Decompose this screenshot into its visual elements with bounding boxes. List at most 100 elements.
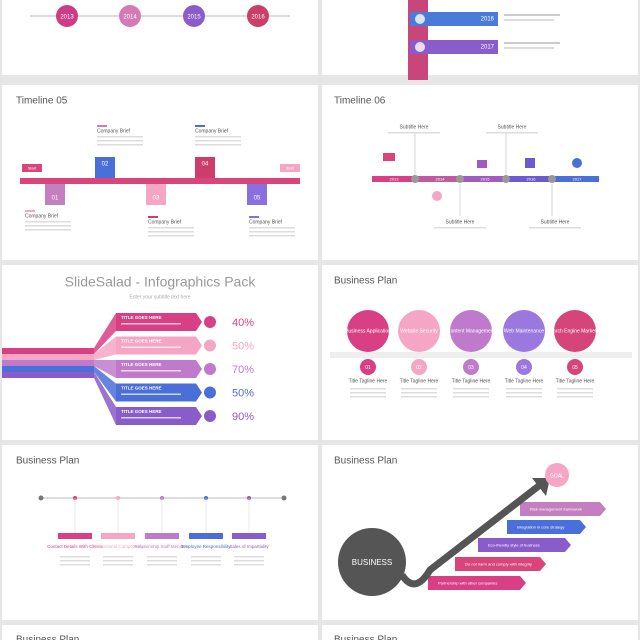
text-lines: [506, 392, 542, 394]
percent: 90%: [232, 411, 254, 423]
arrow: [116, 360, 202, 378]
number: 04: [521, 365, 527, 371]
text-lines: [557, 388, 593, 390]
number: 03: [468, 365, 474, 371]
text-lines: [195, 140, 241, 142]
arrow-head: [532, 478, 550, 496]
year-circle: [119, 5, 141, 27]
text-lines: [506, 388, 542, 390]
topic-circle: [503, 310, 545, 352]
business-label: BUSINESS: [352, 558, 392, 567]
slide-title: SlideSalad - Infographics Pack: [65, 274, 257, 290]
text-lines: [147, 564, 177, 566]
stripe: [2, 372, 94, 378]
text-lines: [60, 556, 90, 558]
text-lines: [103, 556, 133, 558]
tagline: Title Tagline Here: [505, 378, 544, 384]
icon: [204, 316, 216, 328]
item-label: Sales of Impartiality: [229, 544, 269, 549]
step-number: 04: [202, 162, 209, 168]
item-title: TITLE GOES HERE: [121, 386, 162, 391]
text-lines: [249, 231, 295, 233]
text-lines: [557, 392, 593, 394]
brief-title: Company Brief: [25, 213, 59, 219]
text-lines: [234, 556, 264, 558]
step-arrow: [520, 502, 606, 516]
text-lines: [25, 225, 71, 227]
year-circle: [247, 5, 269, 27]
text-lines: [25, 221, 71, 223]
business-circle: [338, 528, 406, 596]
connector: [94, 313, 116, 354]
year-label: 2014: [123, 15, 137, 21]
slide-title: Business Plan: [334, 635, 397, 640]
icon: [204, 410, 216, 422]
text-lines: [401, 396, 437, 398]
step-label: Eco-friendly style of business: [488, 543, 540, 548]
step-label: Do not harm and comply with integrity: [465, 562, 532, 567]
step-arrow: [478, 538, 571, 552]
topic-label: Content Management: [447, 328, 496, 334]
goal-circle: [545, 463, 569, 487]
accent: [148, 216, 158, 218]
text-lines: [148, 227, 194, 229]
text-lines: [103, 560, 133, 562]
text-lines: [486, 132, 538, 134]
slide-title: Business Plan: [334, 456, 397, 467]
slide: [2, 445, 318, 620]
text-lines: [557, 396, 593, 398]
topic-circle: [450, 310, 492, 352]
band: [330, 352, 632, 358]
stripe: [2, 354, 94, 360]
stripe: [2, 360, 94, 366]
text-lines: [121, 393, 181, 395]
percent: 50%: [232, 387, 254, 399]
text-lines: [504, 14, 560, 16]
number-circle: [411, 359, 427, 375]
text-lines: [453, 392, 489, 394]
step-arrow: [455, 557, 546, 571]
icon: [432, 191, 442, 201]
year-label: 2015: [187, 15, 201, 21]
number-circle: [360, 359, 376, 375]
item-label: Relationship Staff Members: [134, 544, 190, 549]
text-lines: [97, 144, 143, 146]
text-lines: [401, 388, 437, 390]
slide: [322, 625, 638, 640]
slide: [2, 625, 318, 640]
text-lines: [249, 235, 295, 237]
item-title: TITLE GOES HERE: [121, 339, 162, 344]
accent: [249, 216, 259, 218]
text-lines: [350, 392, 386, 394]
label-bar: [101, 533, 135, 539]
year-label: 2013: [60, 15, 74, 21]
subtitle: Subtitle Here: [446, 219, 475, 225]
icon: [525, 158, 535, 168]
topic-circle: [347, 310, 389, 352]
text-lines: [60, 564, 90, 566]
year-bar: [410, 40, 498, 54]
arrow: [116, 383, 202, 402]
node: [548, 175, 556, 183]
arrow: [116, 407, 202, 425]
step-number: 01: [52, 196, 59, 202]
accent: [97, 125, 107, 127]
text-lines: [97, 140, 143, 142]
icon: [204, 386, 216, 399]
year-label: 2014: [436, 177, 446, 182]
subtitle: Enter your subtitle text here: [129, 294, 190, 300]
icon: [477, 160, 487, 168]
year-bar: [410, 12, 498, 26]
accent: [195, 125, 205, 127]
number: 02: [416, 365, 422, 371]
icon: [204, 363, 216, 375]
text-lines: [234, 560, 264, 562]
text-lines: [121, 323, 181, 325]
dot: [38, 495, 44, 501]
year-segment: [509, 176, 553, 182]
item-label: Employee Responsibility: [181, 544, 231, 549]
connector: [94, 372, 116, 425]
label-bar: [145, 533, 179, 539]
step-number: 02: [102, 162, 109, 168]
slide-title: Timeline 05: [16, 96, 68, 107]
